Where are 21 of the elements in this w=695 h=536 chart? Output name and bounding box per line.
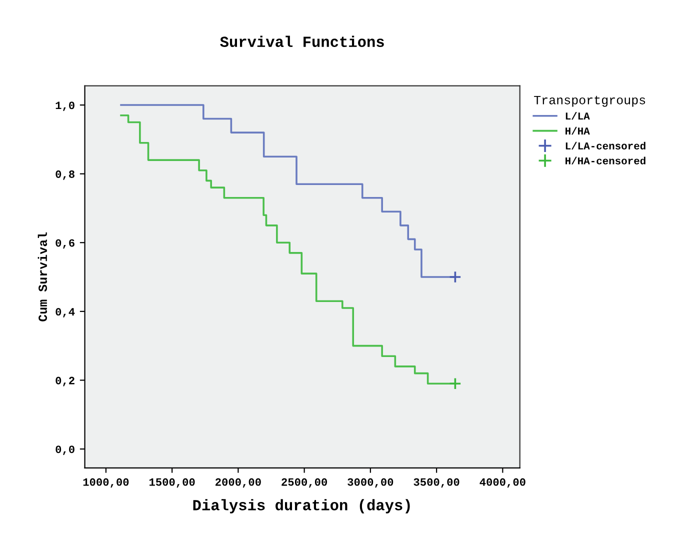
legend-label: H/HA-censored — [566, 156, 646, 164]
y-tick-label: 0,4 — [56, 308, 75, 318]
y-tick-label: 1,0 — [56, 102, 74, 112]
x-tick-label: 4000,00 — [480, 478, 526, 488]
y-tick-label: 0,2 — [56, 376, 74, 386]
chart-title: Survival Functions — [220, 36, 384, 48]
x-tick-label: 3000,00 — [348, 478, 394, 488]
y-tick-label: 0,6 — [56, 239, 74, 249]
x-tick-label: 2000,00 — [216, 478, 261, 488]
x-tick-label: 3500,00 — [414, 478, 460, 488]
legend-title: Transportgroups — [534, 96, 646, 107]
y-tick-label: 0,8 — [56, 170, 74, 180]
x-tick-label: 1000,00 — [83, 478, 129, 488]
x-axis-title: Dialysis duration (days) — [193, 499, 410, 514]
legend-label: L/LA — [566, 112, 590, 120]
legend-label: H/HA — [566, 126, 590, 135]
x-tick-label: 2500,00 — [282, 478, 328, 488]
x-tick-label: 1500,00 — [149, 478, 195, 488]
y-tick-label: 0,0 — [56, 446, 74, 456]
legend-label: L/LA-censored — [566, 142, 646, 150]
y-axis-title: Cum Survival — [38, 232, 48, 322]
